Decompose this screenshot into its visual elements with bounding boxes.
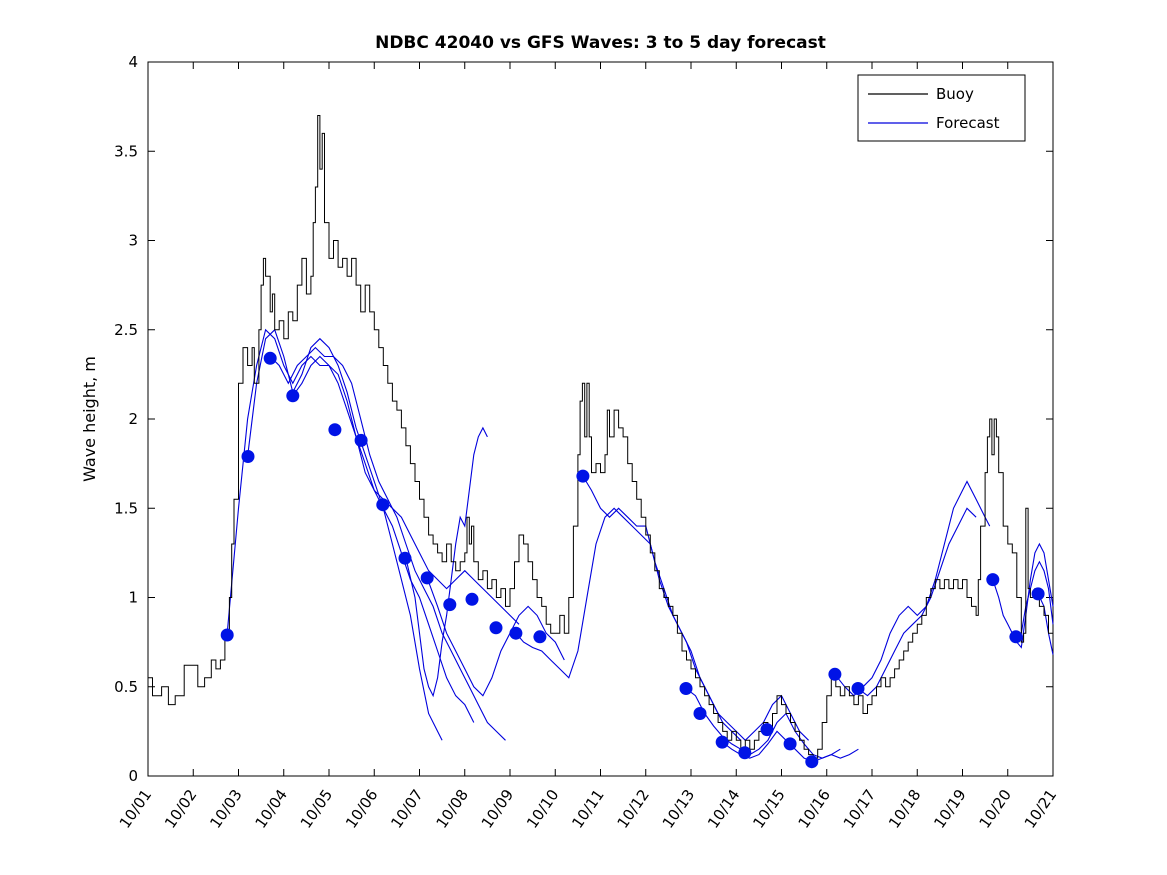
x-tick-label: 10/06 bbox=[342, 786, 382, 832]
legend: Buoy Forecast bbox=[857, 74, 1026, 142]
forecast-line bbox=[582, 475, 809, 742]
forecast-line bbox=[992, 542, 1054, 649]
x-tick-label: 10/11 bbox=[568, 786, 608, 832]
forecast-marker bbox=[851, 682, 865, 695]
forecast-line bbox=[269, 346, 506, 741]
x-tick-label: 10/01 bbox=[116, 786, 156, 832]
y-tick-label: 3 bbox=[128, 232, 138, 250]
forecast-marker bbox=[328, 423, 342, 437]
forecast-marker bbox=[679, 682, 693, 695]
legend-label-buoy: Buoy bbox=[936, 85, 974, 103]
x-tick-label: 10/20 bbox=[975, 786, 1015, 832]
forecast-line bbox=[292, 355, 520, 625]
x-tick-label: 10/12 bbox=[613, 786, 653, 832]
x-tick-label: 10/18 bbox=[885, 786, 925, 832]
x-tick-label: 10/07 bbox=[387, 786, 427, 832]
forecast-marker bbox=[489, 621, 503, 635]
forecast-marker bbox=[376, 498, 390, 512]
y-tick-label: 1.5 bbox=[114, 499, 138, 517]
x-tick-label: 10/02 bbox=[161, 786, 201, 832]
forecast-marker bbox=[465, 592, 479, 606]
legend-label-forecast: Forecast bbox=[936, 114, 1000, 132]
x-tick-label: 10/16 bbox=[794, 786, 834, 832]
forecast-marker bbox=[354, 433, 368, 447]
y-tick-label: 2.5 bbox=[114, 321, 138, 339]
forecast-marker bbox=[576, 469, 590, 483]
axes-box bbox=[147, 61, 1054, 777]
forecast-marker bbox=[1031, 587, 1045, 601]
forecast-marker bbox=[693, 707, 707, 720]
forecast-marker bbox=[509, 626, 523, 640]
forecast-line bbox=[857, 507, 977, 697]
forecast-marker bbox=[220, 628, 234, 642]
forecast-marker bbox=[443, 598, 457, 612]
forecast-marker bbox=[286, 389, 300, 403]
forecast-marker bbox=[263, 351, 277, 365]
y-axis-label: Wave height, m bbox=[80, 356, 99, 482]
buoy-line bbox=[148, 115, 1054, 759]
forecast-marker bbox=[420, 571, 434, 585]
forecast-marker bbox=[760, 723, 774, 737]
forecast-marker bbox=[805, 755, 819, 769]
x-tick-label: 10/09 bbox=[478, 786, 518, 832]
forecast-marker bbox=[783, 737, 797, 751]
x-tick-label: 10/15 bbox=[749, 786, 789, 832]
x-tick-label: 10/08 bbox=[432, 786, 472, 832]
forecast-marker bbox=[715, 735, 729, 749]
forecast-marker bbox=[398, 551, 412, 565]
forecast-line bbox=[405, 426, 488, 698]
forecast-line bbox=[685, 688, 841, 759]
x-tick-label: 10/21 bbox=[1021, 786, 1061, 832]
forecast-line bbox=[1037, 593, 1054, 655]
forecast-marker bbox=[241, 450, 255, 463]
y-tick-label: 3.5 bbox=[114, 142, 138, 160]
x-tick-label: 10/03 bbox=[206, 786, 246, 832]
x-tick-label: 10/10 bbox=[523, 786, 563, 832]
forecast-marker bbox=[738, 746, 752, 760]
y-tick-label: 4 bbox=[128, 53, 138, 71]
forecast-line bbox=[1015, 560, 1054, 638]
forecast-line bbox=[834, 480, 991, 697]
forecast-marker bbox=[986, 573, 1000, 587]
y-tick-label: 0.5 bbox=[114, 678, 138, 696]
forecast-marker bbox=[533, 630, 547, 644]
y-tick-label: 2 bbox=[128, 410, 138, 428]
x-tick-label: 10/14 bbox=[704, 786, 744, 832]
y-tick-label: 1 bbox=[128, 589, 138, 607]
x-tick-label: 10/13 bbox=[659, 786, 699, 832]
x-tick-label: 10/04 bbox=[251, 786, 291, 832]
x-tick-label: 10/17 bbox=[840, 786, 880, 832]
forecast-marker bbox=[828, 667, 842, 681]
y-tick-label: 0 bbox=[128, 767, 138, 785]
legend-box bbox=[857, 74, 1026, 142]
x-tick-label: 10/19 bbox=[930, 786, 970, 832]
forecast-marker bbox=[1009, 630, 1023, 644]
forecast-line bbox=[226, 328, 443, 741]
chart-title: NDBC 42040 vs GFS Waves: 3 to 5 day fore… bbox=[375, 33, 826, 53]
forecast-line bbox=[426, 577, 565, 697]
x-tick-label: 10/05 bbox=[297, 786, 337, 832]
